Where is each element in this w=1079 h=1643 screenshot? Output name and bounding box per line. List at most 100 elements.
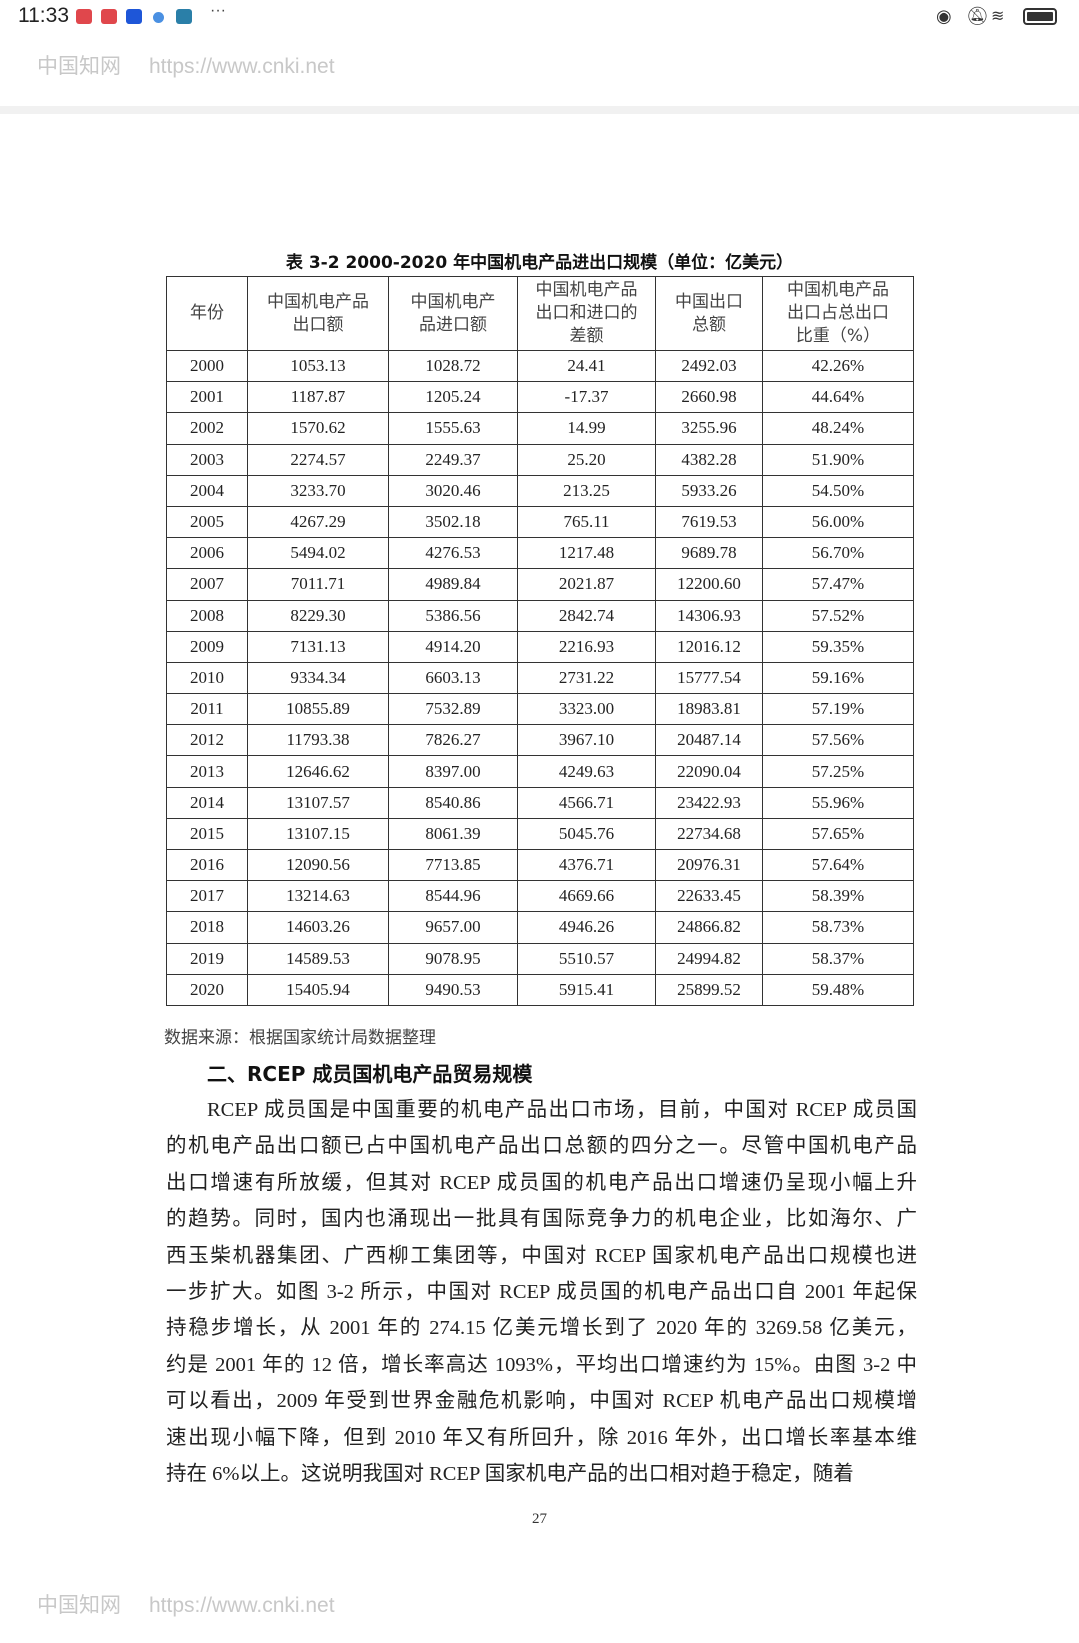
table-row: 2012 11793.38 7826.27 3967.10 20487.14 57.56% [166,724,914,757]
table-row: 2003 2274.57 2249.37 25.20 4382.28 51.90% [166,443,914,476]
clock: 11:33 [18,4,69,27]
table-cell: 15777.54 [655,661,763,695]
paragraph-line: 可以看出，2009 年受到世界金融危机影响，中国对 RCEP 机电产品出口规模增 [166,1390,917,1413]
table-cell: 2007 [166,568,248,601]
table-row: 2006 5494.02 4276.53 1217.48 9689.78 56.70% [166,537,914,570]
table-cell: 2006 [166,537,248,570]
table-cell: 59.16% [762,661,914,695]
table-cell: 3233.70 [247,474,389,507]
table-cell: 4376.71 [517,848,656,882]
table-cell: 1555.63 [388,412,518,445]
column-header-line: 中国机电产品 [535,280,638,300]
table-cell: 9078.95 [388,942,518,975]
table-cell: 3020.46 [388,474,518,507]
divider [0,106,1079,114]
table-cell: 2018 [166,911,248,944]
table-cell: 7619.53 [655,505,763,539]
table-cell: 13107.57 [247,786,389,819]
column-header-line: 中国机电产品 [787,280,889,300]
table-cell: 213.25 [517,474,656,507]
paragraph-line: 一步扩大。如图 3-2 所示，中国对 RCEP 成员国的机电产品出口自 2001… [166,1280,917,1303]
table-cell: 7532.89 [388,693,518,726]
table-row: 2014 13107.57 8540.86 4566.71 23422.93 55.96% [166,786,914,819]
paragraph-line: 的趋势。同时，国内也涌现出一批具有国际竞争力的机电企业，比如海尔、广 [166,1208,917,1231]
table-cell: 2003 [166,443,248,476]
table-cell: 2000 [166,349,248,383]
table-cell: 1570.62 [247,412,389,445]
table-cell: 22734.68 [655,817,763,851]
table-cell: 59.48% [762,973,914,1006]
table-cell: 8544.96 [388,880,518,913]
table-cell: 2015 [166,817,248,851]
table-row: 2016 12090.56 7713.85 4376.71 20976.31 57.64% [166,848,914,882]
table-cell: 5045.76 [517,817,656,851]
data-table: 年份 中国机电产品 出口额 中国机电产 品进口额 中国机电产品 出口和进口的 差额 中国出口 总额… [166,276,914,1006]
table-cell: 4946.26 [517,911,656,944]
table-cell: 24866.82 [655,911,763,944]
table-cell: 42.26% [762,349,914,383]
table-cell: 9490.53 [388,973,518,1006]
table-cell: 14306.93 [655,599,763,632]
column-header-line: 出口和进口的 [535,303,638,323]
column-header-line: 中国机电产 [410,291,496,312]
table-cell: 6603.13 [388,661,518,695]
table-cell: 7131.13 [247,630,389,663]
green-app-icon [176,9,192,24]
table-cell: 13107.15 [247,817,389,851]
table-cell: 2017 [166,880,248,913]
table-cell: 2013 [166,755,248,788]
table-cell: 4669.66 [517,880,656,913]
table-cell: 5933.26 [655,474,763,507]
table-cell: 11793.38 [247,724,389,757]
table-cell: 2492.03 [655,349,763,383]
table-cell: 57.64% [762,848,914,882]
table-cell: 12090.56 [247,848,389,882]
table-cell: 20976.31 [655,848,763,882]
table-cell: 2002 [166,412,248,445]
paragraph-line: 速出现小幅下降，但到 2010 年又有所回升，除 2016 年外，出口增长率基本… [166,1426,917,1449]
bell-muted-icon: 🔕︎ [966,6,989,27]
table-cell: 2011 [166,693,248,726]
paragraph-line: 持在 6%以上。这说明我国对 RCEP 国家机电产品的出口相对趋于稳定，随着 [166,1462,854,1485]
table-row: 2000 1053.13 1028.72 24.41 2492.03 42.26% [166,349,914,383]
page-number: 27 [532,1511,547,1527]
battery-icon [1023,8,1057,25]
column-header: 中国机电产品 出口占总出口 比重（%） [762,276,914,351]
column-header-line: 品进口额 [419,314,487,335]
column-header: 年份 [166,276,248,351]
table-cell: 8229.30 [247,599,389,632]
table-cell: 57.47% [762,568,914,601]
table-cell: 7826.27 [388,724,518,757]
table-cell: 2005 [166,505,248,539]
table-cell: 2010 [166,661,248,695]
table-cell: 48.24% [762,412,914,445]
table-cell: 57.65% [762,817,914,851]
table-cell: 58.37% [762,942,914,975]
table-cell: 4267.29 [247,505,389,539]
table-row: 2011 10855.89 7532.89 3323.00 18983.81 57.19% [166,693,914,726]
table-row: 2013 12646.62 8397.00 4249.63 22090.04 57.25% [166,755,914,788]
table-cell: 3255.96 [655,412,763,445]
table-cell: 3502.18 [388,505,518,539]
table-cell: 1053.13 [247,349,389,383]
paragraph-line: 持稳步增长，从 2001 年的 274.15 亿美元增长到了 2020 年的 3… [166,1317,917,1340]
paragraph-line: 西玉柴机器集团、广西柳工集团等，中国对 RCEP 国家机电产品出口规模也进 [166,1244,917,1267]
table-cell: 12016.12 [655,630,763,663]
column-header-line: 出口占总出口 [787,303,889,323]
table-cell: 9689.78 [655,537,763,570]
table-cell: 2008 [166,599,248,632]
table-cell: 44.64% [762,381,914,414]
table-cell: 4989.84 [388,568,518,601]
column-header-line: 比重（%） [795,326,881,346]
table-cell: 2731.22 [517,661,656,695]
table-row: 2018 14603.26 9657.00 4946.26 24866.82 58.73% [166,911,914,944]
table-row: 2015 13107.15 8061.39 5045.76 22734.68 57.65% [166,817,914,851]
table-cell: 2274.57 [247,443,389,476]
paragraph-line: 约是 2001 年的 12 倍，增长率高达 1093%，平均出口增速约为 15%… [166,1353,917,1376]
table-cell: 57.52% [762,599,914,632]
table-cell: 8397.00 [388,755,518,788]
column-header: 中国机电产品 出口和进口的 差额 [517,276,656,351]
footer-watermark: 中国知网 https://www.cnki.net [37,1589,335,1619]
table-row: 2019 14589.53 9078.95 5510.57 24994.82 58.37% [166,942,914,975]
table-cell: 8540.86 [388,786,518,819]
